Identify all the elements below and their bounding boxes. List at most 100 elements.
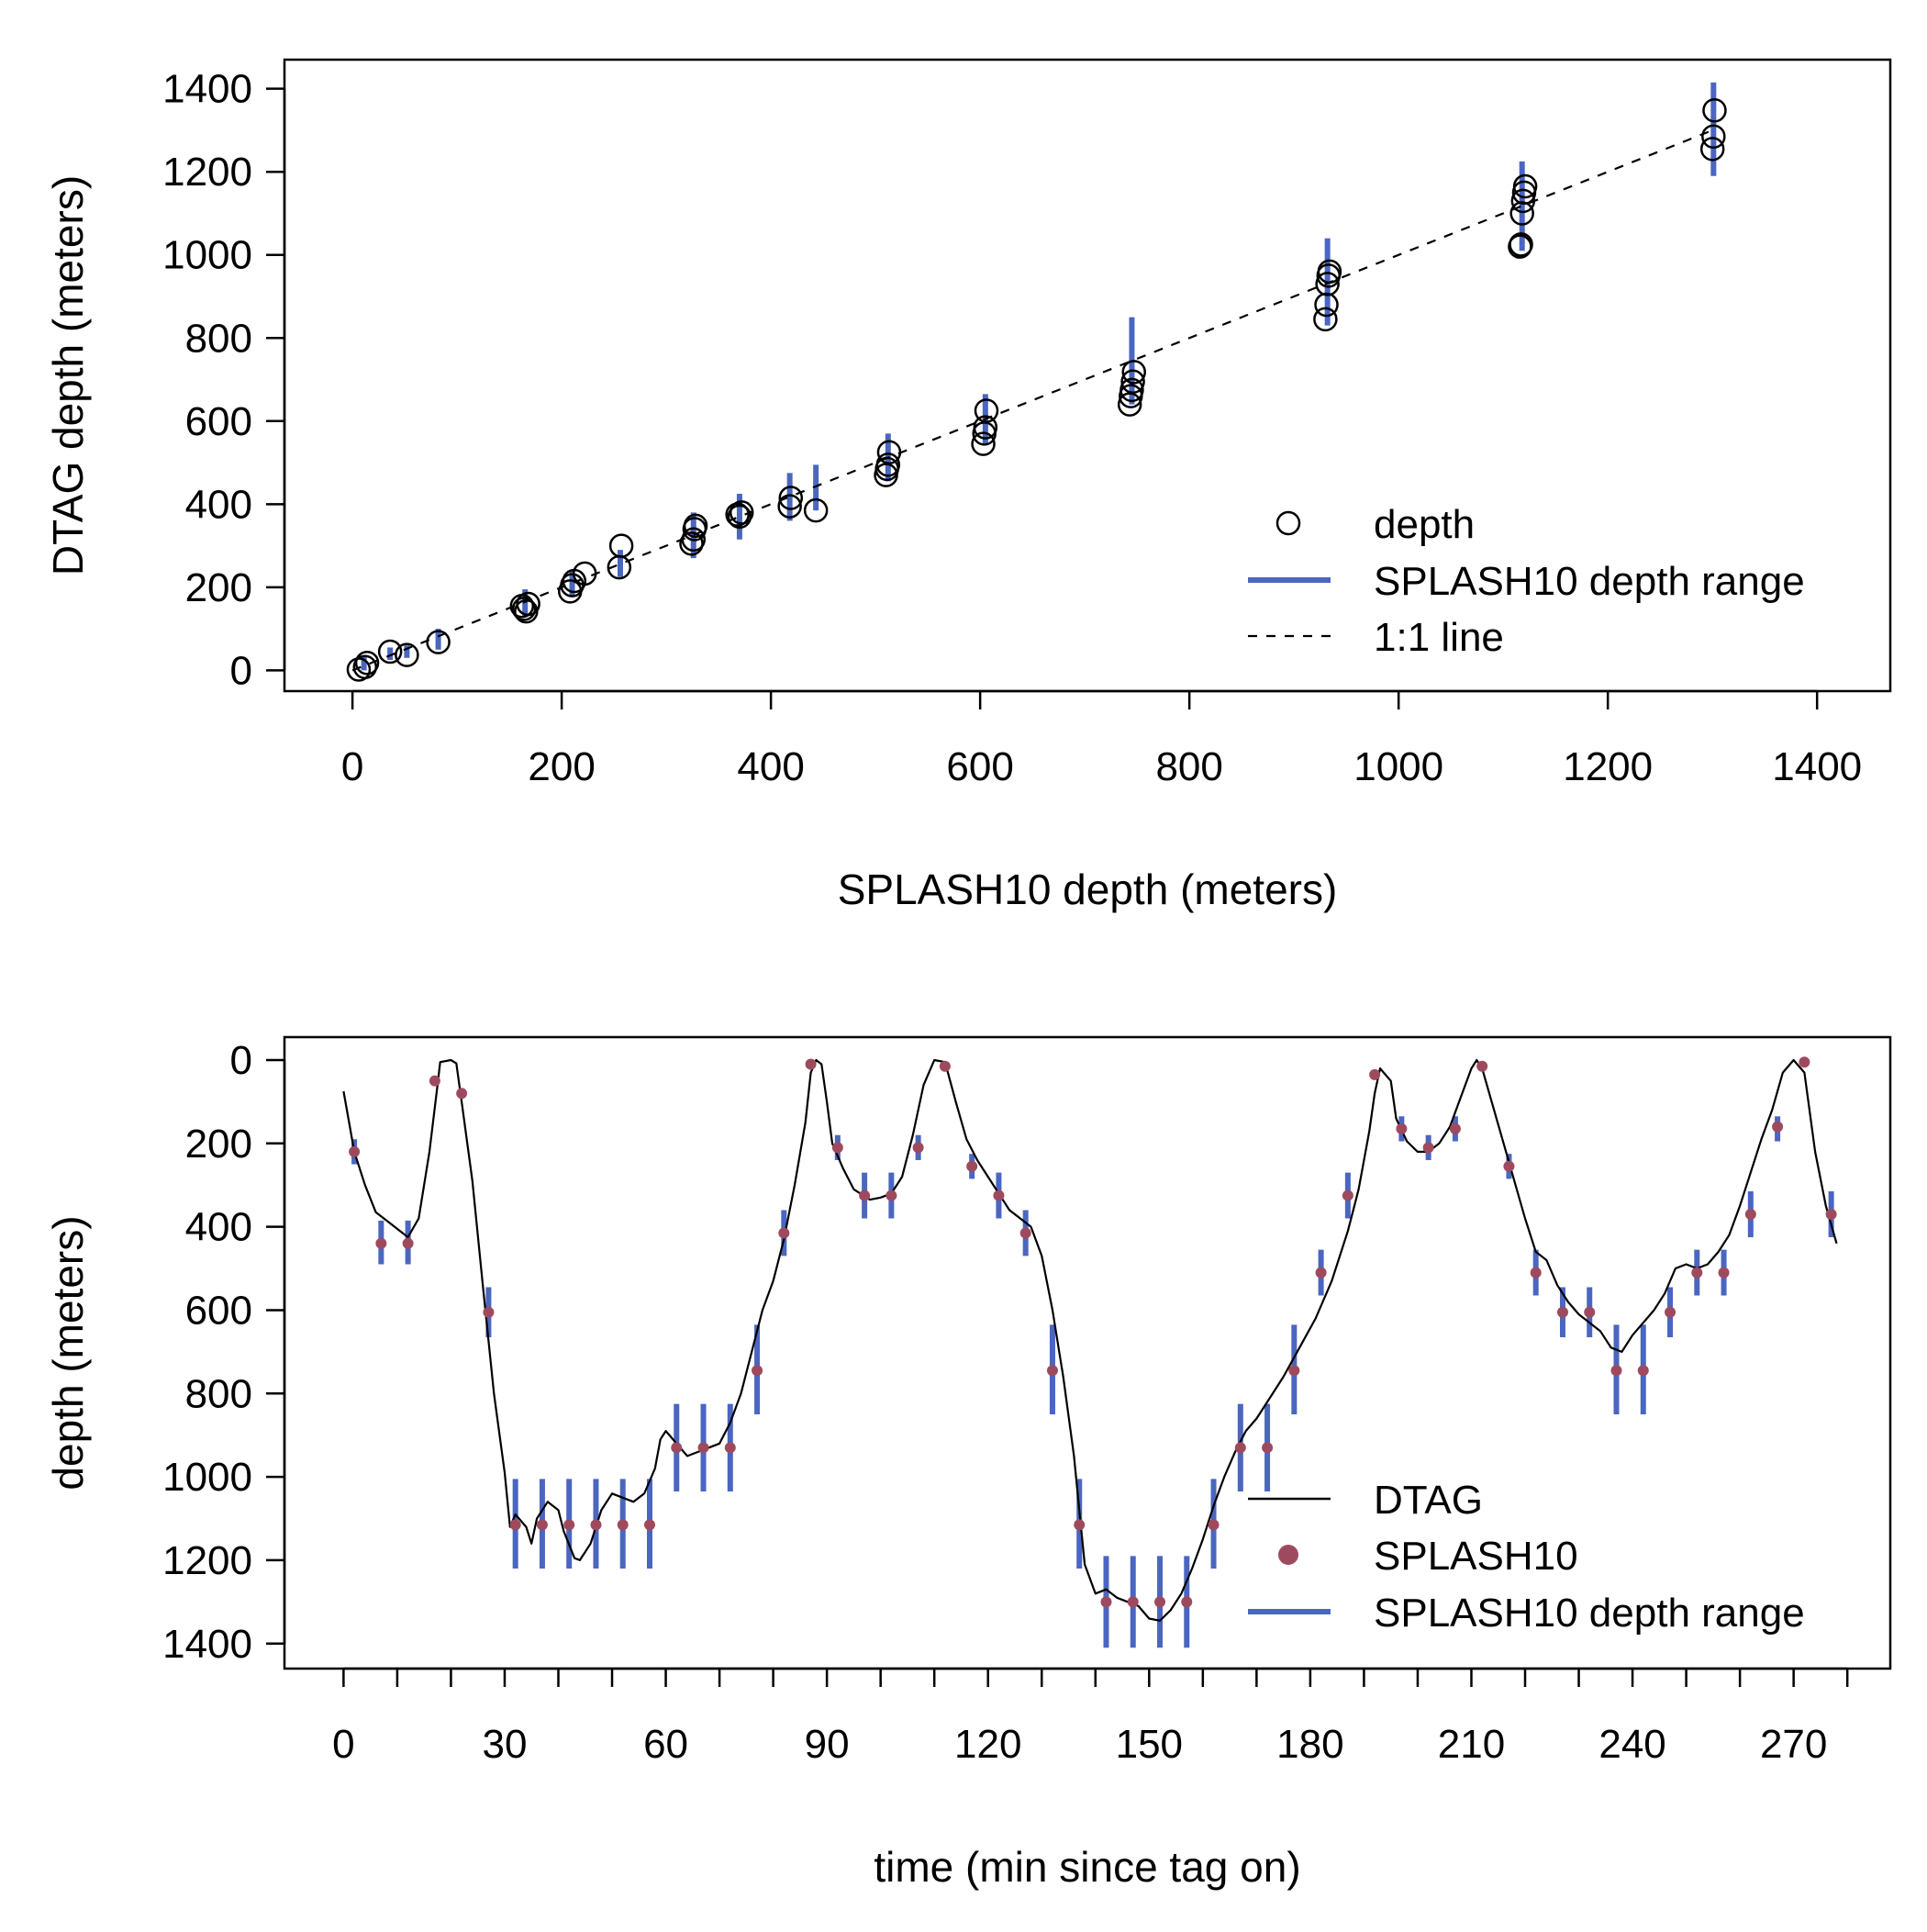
depth-point-1 <box>352 654 378 679</box>
legend-label-1to1: 1:1 line <box>1374 615 1504 660</box>
splash10-point-15 <box>752 1365 763 1377</box>
splash10-point-3 <box>429 1075 440 1087</box>
depth-point-38 <box>1121 360 1146 385</box>
depth-point-7 <box>511 597 537 621</box>
y-tick-label-top-7: 1400 <box>162 67 252 112</box>
y-tick-label-bottom-0: 0 <box>230 1038 252 1083</box>
splash10-point-34 <box>1262 1442 1274 1454</box>
depth-point-13 <box>572 561 597 586</box>
splash10-point-39 <box>1396 1122 1408 1134</box>
splash10-point-21 <box>912 1142 924 1154</box>
splash10-point-47 <box>1610 1365 1622 1377</box>
legend-bottom: DTAG SPLASH10 SPLASH10 depth range <box>1248 1478 1805 1636</box>
splash10-point-54 <box>1799 1056 1810 1068</box>
depth-point-22 <box>729 500 754 525</box>
splash10-point-26 <box>1046 1365 1058 1377</box>
splash10-point-1 <box>375 1237 387 1249</box>
x-tick-label-top-2: 400 <box>737 744 804 789</box>
depth-point-49 <box>1512 173 1538 199</box>
depth-point-32 <box>973 415 998 440</box>
depth-point-9 <box>516 591 540 617</box>
x-axis-title-top: SPLASH10 depth (meters) <box>838 865 1338 913</box>
legend-label-splash10: SPLASH10 <box>1374 1534 1578 1579</box>
y-tick-label-top-4: 800 <box>185 316 252 361</box>
timeseries-panel: 0 30 60 90 120 150 180 210 240 270 0 200 400 600 800 1… <box>44 1035 1892 1891</box>
splash10-point-42 <box>1476 1060 1488 1072</box>
splash10-point-23 <box>966 1160 978 1172</box>
y-axis-top: 0 200 400 600 800 1000 1200 1400 <box>162 67 286 693</box>
depth-point-34 <box>1117 392 1142 417</box>
x-tick-label-bottom-2: 60 <box>643 1722 688 1767</box>
splash10-point-13 <box>697 1442 709 1454</box>
depth-point-33 <box>974 398 999 423</box>
y-axis-title-top: DTAG depth (meters) <box>44 175 92 575</box>
x-tick-label-top-6: 1200 <box>1563 744 1653 789</box>
depth-point-24 <box>778 486 804 510</box>
splash10-point-4 <box>456 1088 468 1100</box>
splash10-point-53 <box>1772 1121 1784 1133</box>
splash10-point-38 <box>1369 1068 1381 1080</box>
depth-point-51 <box>1701 124 1726 149</box>
x-tick-label-bottom-5: 150 <box>1116 1722 1183 1767</box>
depth-point-37 <box>1120 369 1145 395</box>
x-tick-label-bottom-4: 120 <box>954 1722 1021 1767</box>
splash10-point-50 <box>1691 1267 1703 1279</box>
depth-point-20 <box>725 502 750 527</box>
x-tick-label-bottom-1: 30 <box>482 1722 527 1767</box>
x-axis-bottom: 0 30 60 90 120 150 180 210 240 270 <box>332 1667 1849 1767</box>
splash10-point-7 <box>536 1519 548 1531</box>
x-axis-top: 0 200 400 600 800 1000 1200 1400 <box>341 689 1862 789</box>
splash10-point-31 <box>1181 1596 1193 1608</box>
x-tick-label-top-4: 800 <box>1155 744 1222 789</box>
y-tick-label-bottom-1: 200 <box>185 1122 252 1167</box>
splash10-point-33 <box>1234 1442 1246 1454</box>
depth-point-5 <box>426 630 451 654</box>
splash10-point-16 <box>778 1227 790 1239</box>
splash10-point-18 <box>831 1142 843 1154</box>
splash10-point-5 <box>483 1306 495 1318</box>
scatter-panel: 0 200 400 600 800 1000 1200 1400 0 200 400 600 800 1… <box>44 58 1892 913</box>
depth-point-45 <box>1509 232 1533 257</box>
y-tick-label-bottom-4: 800 <box>185 1371 252 1416</box>
splash10-point-55 <box>1825 1209 1837 1221</box>
splash10-point-40 <box>1422 1142 1434 1154</box>
y-tick-label-bottom-5: 1000 <box>162 1455 252 1500</box>
splash10-point-32 <box>1208 1519 1220 1531</box>
x-tick-label-bottom-8: 240 <box>1598 1722 1665 1767</box>
y-tick-label-top-2: 400 <box>185 482 252 527</box>
splash10-point-43 <box>1503 1160 1515 1172</box>
splash10-point-8 <box>563 1519 575 1531</box>
x-tick-label-bottom-7: 210 <box>1438 1722 1505 1767</box>
legend-swatch-splash10 <box>1278 1545 1298 1565</box>
legend-top: depth SPLASH10 depth range 1:1 line <box>1248 502 1805 660</box>
splash10-point-35 <box>1288 1365 1300 1377</box>
splash10-point-0 <box>349 1145 361 1157</box>
range-bars-bottom <box>351 1116 1834 1648</box>
legend-label-dtag: DTAG <box>1374 1478 1483 1523</box>
x-tick-label-top-5: 1000 <box>1353 744 1443 789</box>
x-tick-label-top-1: 200 <box>528 744 595 789</box>
y-tick-label-top-6: 1200 <box>162 150 252 195</box>
splash10-point-46 <box>1584 1306 1596 1318</box>
x-tick-label-bottom-0: 0 <box>332 1722 354 1767</box>
depth-point-40 <box>1314 292 1339 318</box>
splash10-point-6 <box>509 1519 521 1531</box>
y-tick-label-top-5: 1000 <box>162 233 252 278</box>
y-tick-label-bottom-3: 600 <box>185 1288 252 1333</box>
splash10-point-12 <box>671 1442 683 1454</box>
x-tick-label-top-7: 1400 <box>1772 744 1862 789</box>
splash10-point-48 <box>1637 1365 1649 1377</box>
depth-point-39 <box>1313 307 1338 332</box>
depth-point-2 <box>354 650 380 676</box>
depth-points <box>346 97 1727 682</box>
splash10-point-36 <box>1315 1267 1327 1279</box>
y-tick-label-bottom-6: 1200 <box>162 1538 252 1583</box>
splash10-point-10 <box>617 1519 629 1531</box>
y-axis-title-bottom: depth (meters) <box>44 1215 92 1490</box>
x-tick-label-top-3: 600 <box>946 744 1013 789</box>
depth-point-28 <box>875 452 901 477</box>
splash10-point-22 <box>939 1060 951 1072</box>
y-axis-bottom: 0 200 400 600 800 1000 1200 1400 <box>162 1038 286 1667</box>
